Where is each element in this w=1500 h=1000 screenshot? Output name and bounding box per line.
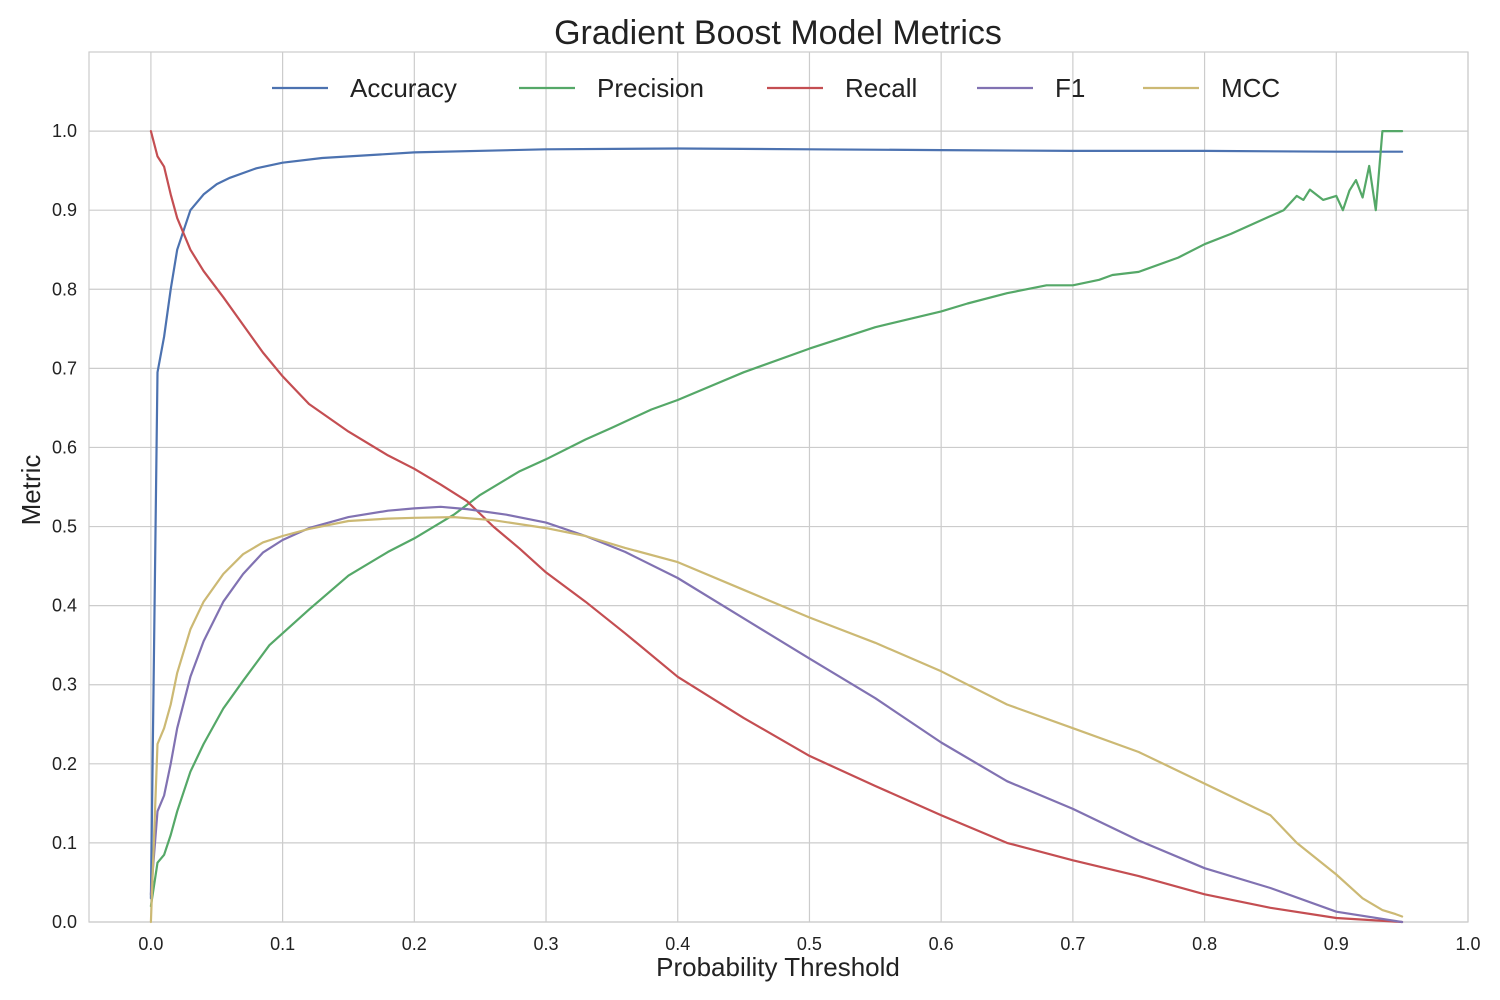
y-tick-label: 0.6 xyxy=(52,437,77,457)
x-tick-label: 0.8 xyxy=(1192,934,1217,954)
grid xyxy=(89,52,1469,923)
y-tick-label: 0.3 xyxy=(52,675,77,695)
y-tick-label: 0.4 xyxy=(52,596,77,616)
plot-frame xyxy=(88,51,1469,923)
legend-label-recall: Recall xyxy=(845,73,917,103)
y-tick-label: 0.5 xyxy=(52,517,77,537)
y-tick-label: 0.0 xyxy=(52,912,77,932)
legend-label-f1: F1 xyxy=(1055,73,1085,103)
series-line-f1 xyxy=(149,505,1404,924)
x-tick-label: 0.3 xyxy=(534,934,559,954)
x-tick-label: 1.0 xyxy=(1455,934,1480,954)
y-axis-label: Metric xyxy=(16,455,46,526)
x-tick-label: 0.6 xyxy=(929,934,954,954)
y-tick-label: 0.1 xyxy=(52,833,77,853)
y-tick-label: 1.0 xyxy=(52,121,77,141)
x-axis-label: Probability Threshold xyxy=(656,952,900,982)
series-line-accuracy xyxy=(149,147,1404,900)
x-tick-label: 0.2 xyxy=(402,934,427,954)
series-line-mcc xyxy=(149,515,1404,924)
x-tick-label: 0.4 xyxy=(665,934,690,954)
chart-title: Gradient Boost Model Metrics xyxy=(554,14,1002,52)
x-tick-label: 0.7 xyxy=(1060,934,1085,954)
series-lines xyxy=(149,130,1404,924)
x-tick-label: 0.1 xyxy=(270,934,295,954)
legend-label-mcc: MCC xyxy=(1221,73,1280,103)
series-line-precision xyxy=(149,130,1404,908)
x-tick-label: 0.5 xyxy=(797,934,822,954)
tick-labels: 0.0 0.1 0.2 0.3 0.4 0.5 0.6 0.7 0.8 0.9 1.0 0.0 0.1 0… xyxy=(52,121,1481,954)
legend: Accuracy Precision Recall F1 MCC xyxy=(272,73,1280,103)
legend-label-precision: Precision xyxy=(597,73,704,103)
y-tick-label: 0.7 xyxy=(52,358,77,378)
y-tick-label: 0.9 xyxy=(52,200,77,220)
series-line-recall xyxy=(149,130,1404,924)
y-tick-label: 0.8 xyxy=(52,279,77,299)
x-tick-label: 0.0 xyxy=(138,934,163,954)
legend-label-accuracy: Accuracy xyxy=(350,73,457,103)
y-tick-label: 0.2 xyxy=(52,754,77,774)
x-tick-label: 0.9 xyxy=(1324,934,1349,954)
